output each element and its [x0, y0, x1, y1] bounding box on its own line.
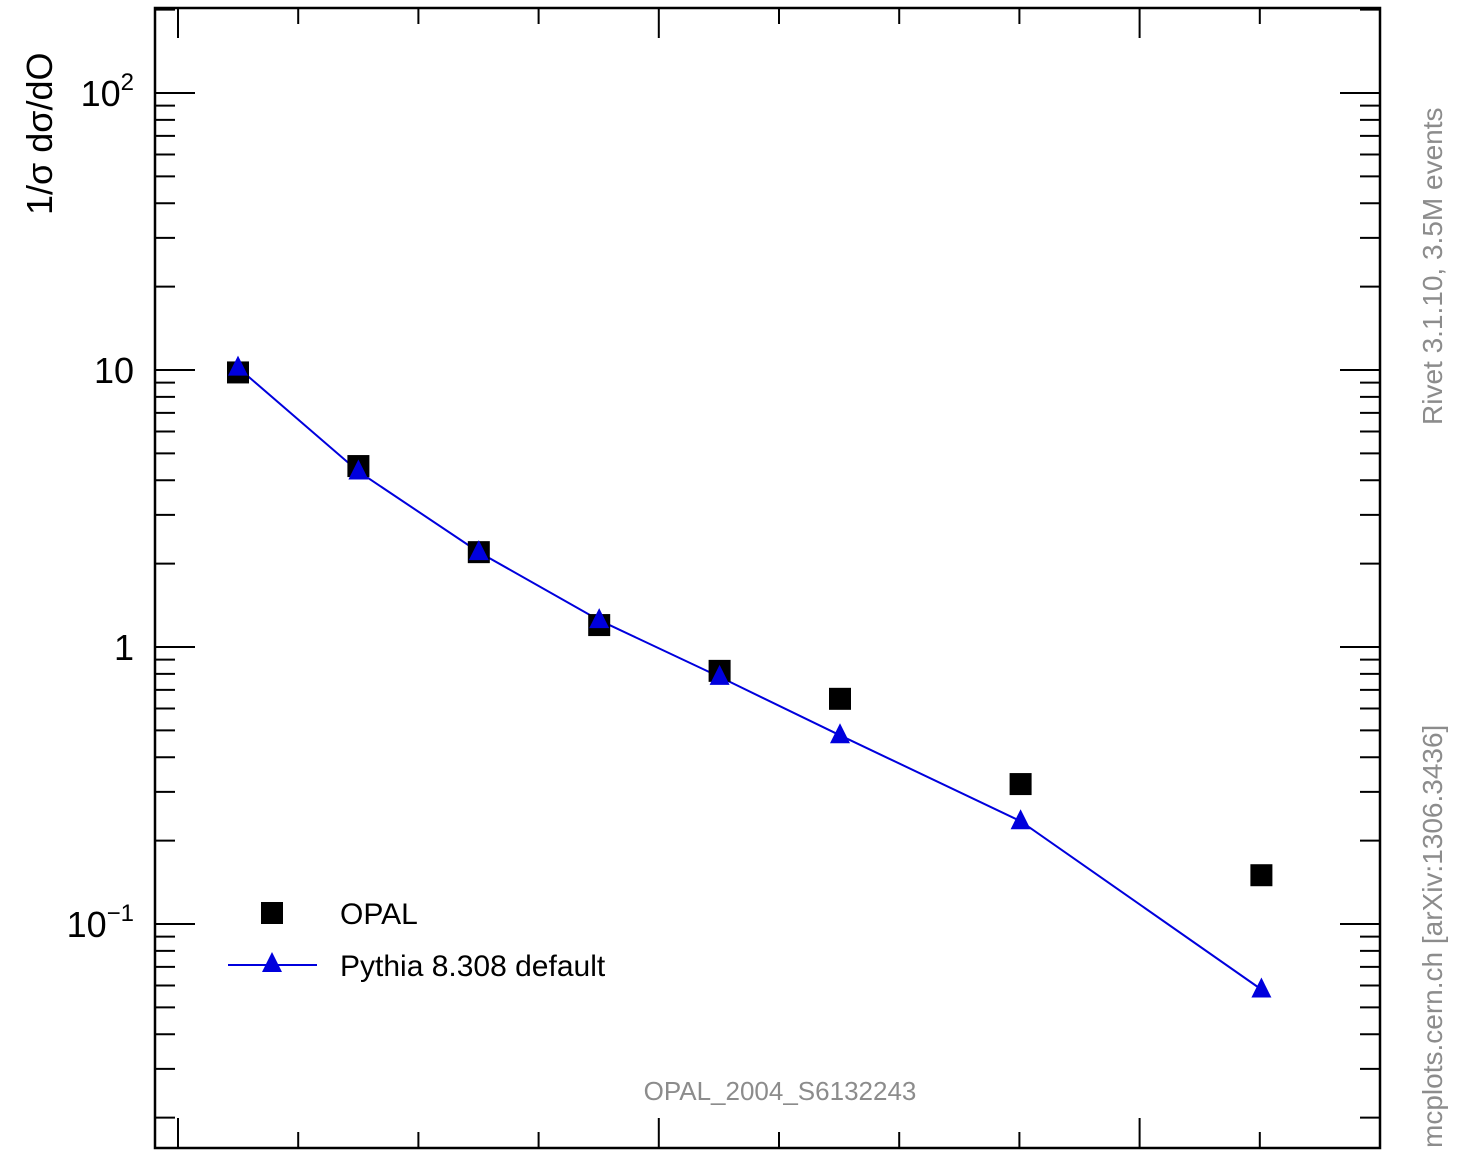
- legend: OPAL Pythia 8.308 default: [228, 898, 606, 983]
- y-tick-label: 1: [114, 627, 134, 668]
- legend-label-opal: OPAL: [340, 898, 418, 931]
- pythia-data-point: [228, 355, 248, 376]
- y-tick-label: 102: [81, 69, 134, 114]
- pythia-data-point: [709, 664, 730, 685]
- opal-data-point: [1250, 864, 1273, 887]
- pythia-data-point: [468, 540, 489, 561]
- y-axis-title: 1/σ dσ/dO: [19, 52, 60, 215]
- pythia-series-line: [237, 366, 1262, 991]
- mcplots-label: mcplots.cern.ch [arXiv:1306.3436]: [1417, 725, 1448, 1148]
- y-tick-label: 10−1: [67, 900, 134, 945]
- pythia-data-point: [1010, 809, 1031, 830]
- x-ticks: [177, 8, 1261, 1148]
- series-layer: [227, 355, 1273, 998]
- pythia-data-point: [830, 723, 850, 744]
- pythia-data-point: [1251, 977, 1272, 998]
- y-tick-label: 10: [94, 350, 134, 391]
- y-ticks: [155, 8, 1380, 1119]
- legend-label-pythia: Pythia 8.308 default: [340, 950, 606, 983]
- legend-marker-pythia: [262, 952, 282, 972]
- pythia-data-point: [589, 608, 610, 629]
- y-tick-labels: 10−1 1 10 102: [67, 69, 134, 945]
- opal-data-point: [829, 687, 851, 710]
- analysis-label: OPAL_2004_S6132243: [644, 1076, 917, 1106]
- rivet-label: Rivet 3.1.10, 3.5M events: [1417, 107, 1448, 425]
- opal-data-point: [1009, 773, 1032, 796]
- plot-frame: [153, 6, 1382, 1150]
- legend-marker-opal: [261, 902, 283, 924]
- pythia-data-point: [348, 459, 369, 480]
